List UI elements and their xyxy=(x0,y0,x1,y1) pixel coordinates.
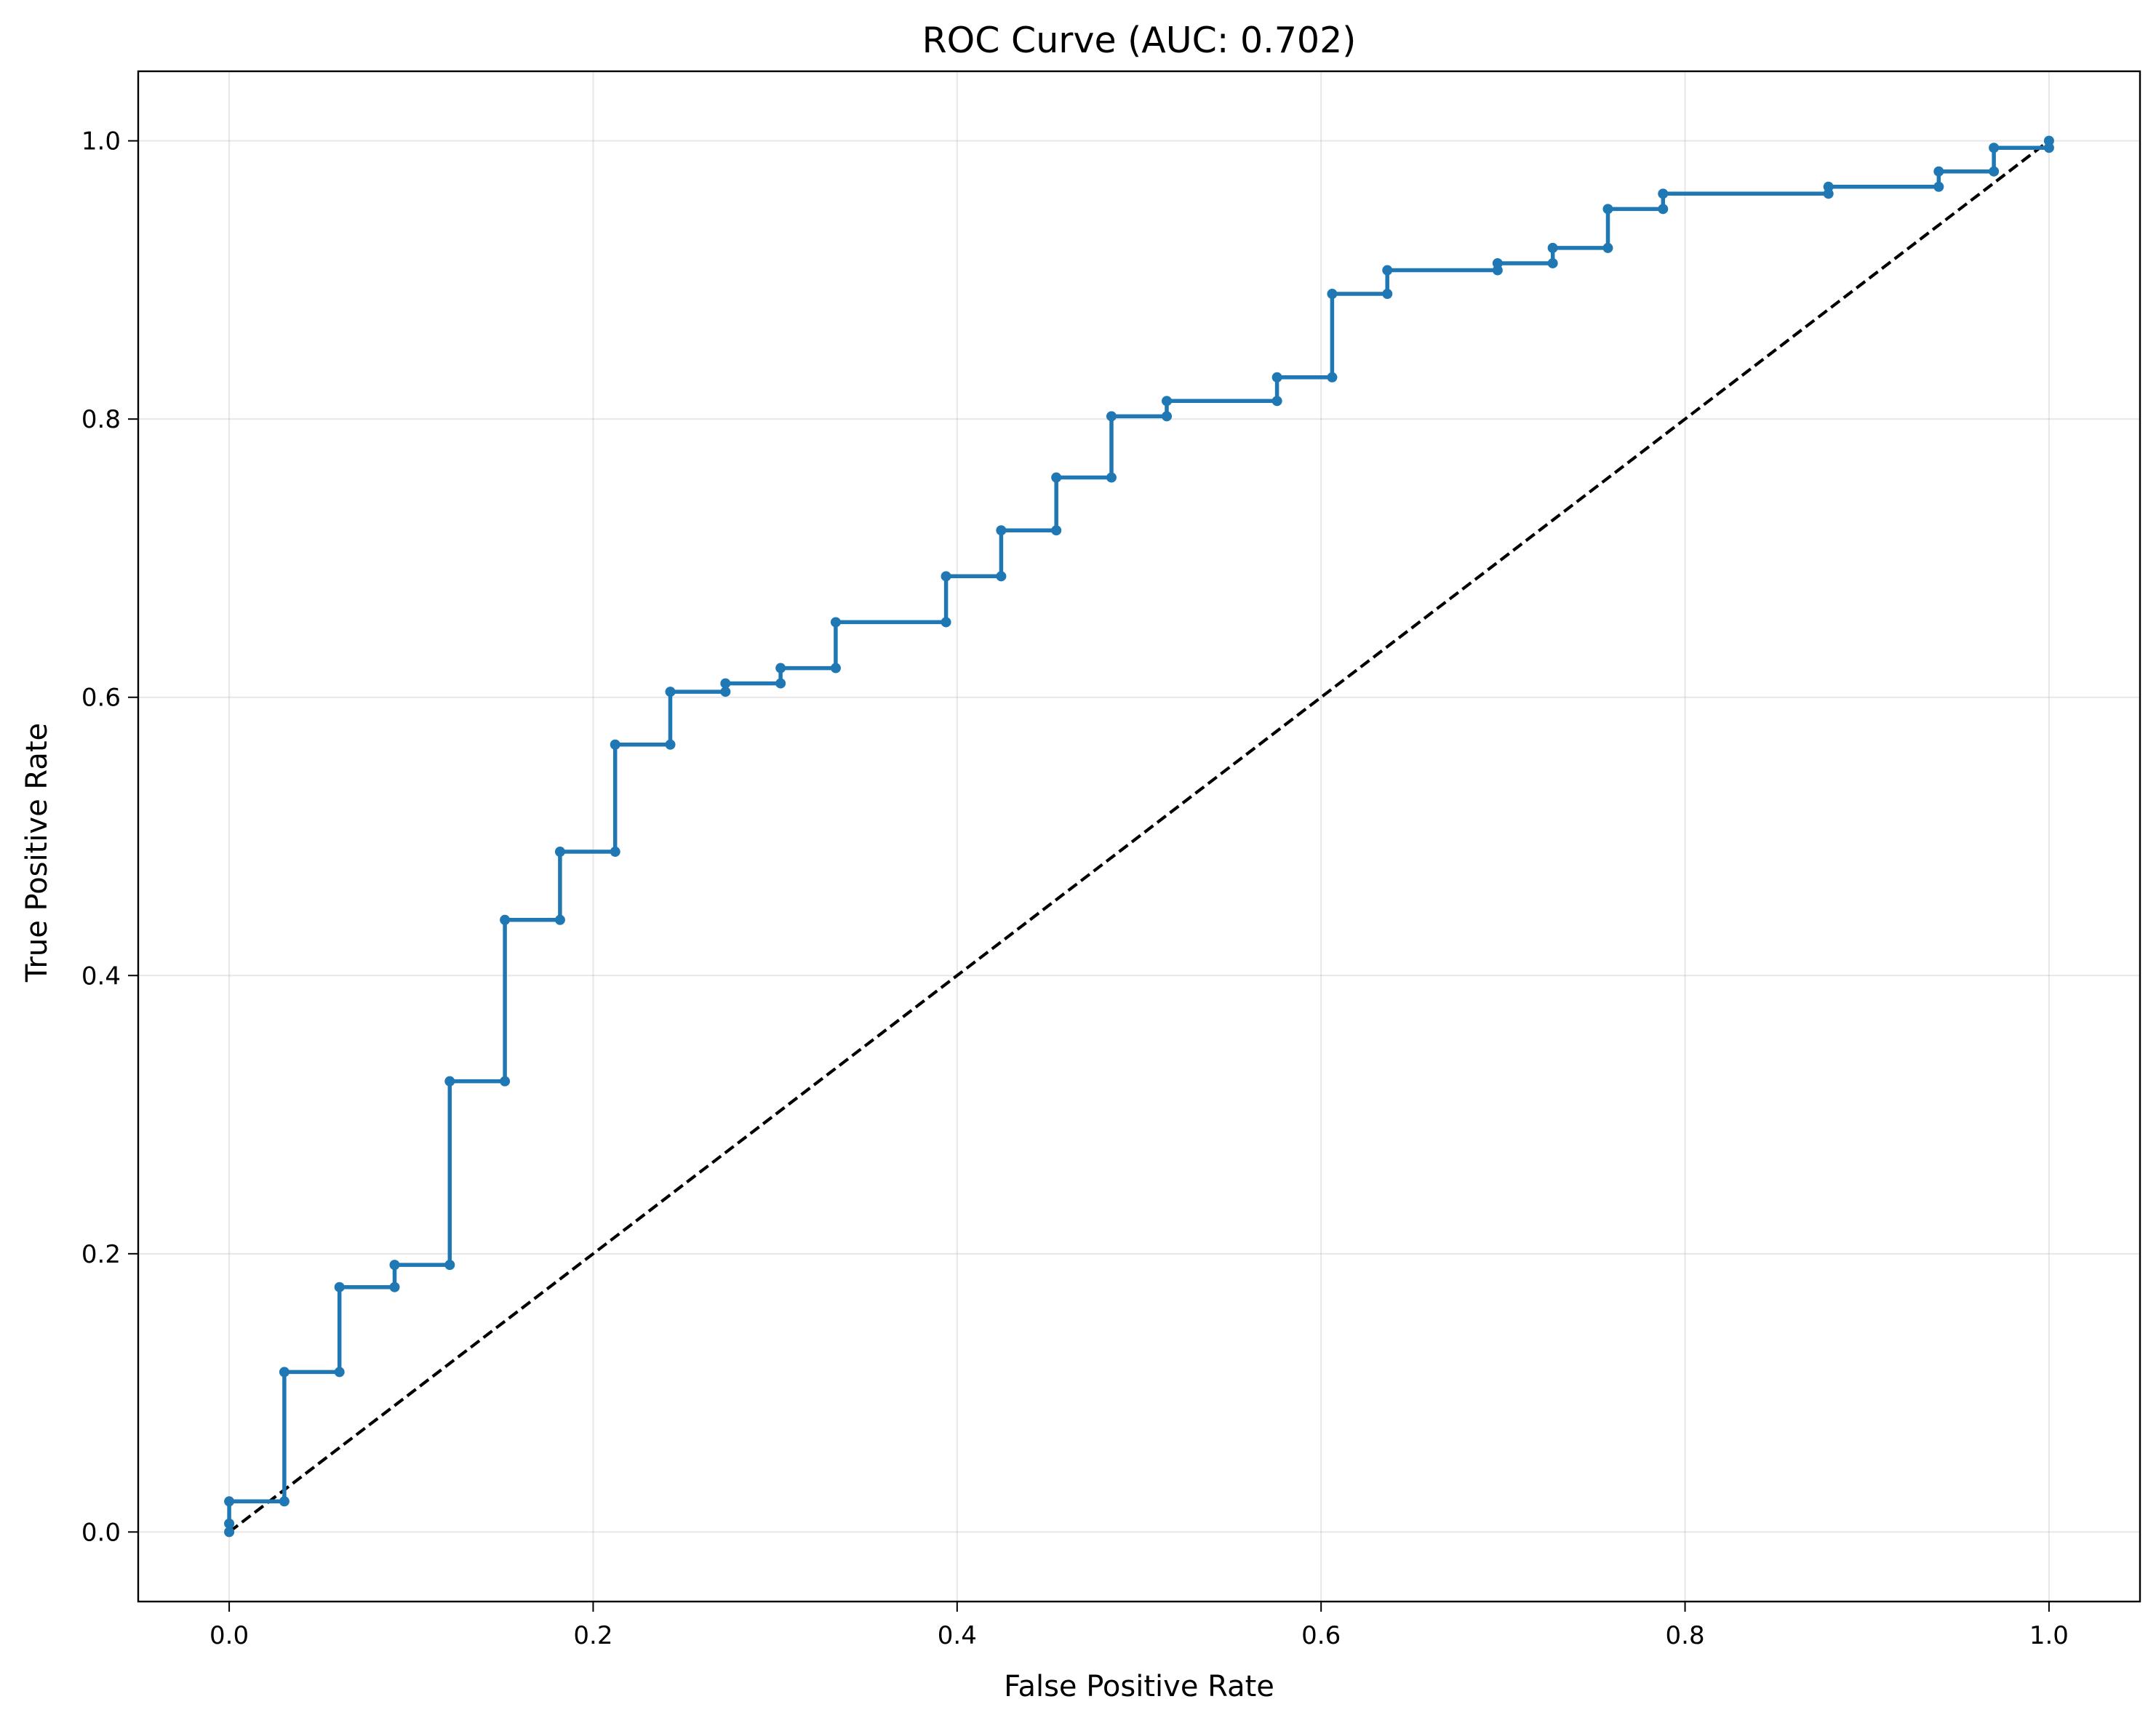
x-tick-label: 0.0 xyxy=(209,1621,249,1650)
x-tick-label: 0.4 xyxy=(938,1621,977,1650)
x-tick-label: 1.0 xyxy=(2029,1621,2069,1650)
grid xyxy=(138,71,2140,1602)
roc-point xyxy=(444,1076,455,1087)
roc-point xyxy=(1823,188,1834,199)
roc-point xyxy=(610,847,620,857)
roc-point xyxy=(1989,143,2000,153)
roc-point xyxy=(334,1367,345,1378)
roc-point xyxy=(1051,472,1062,483)
roc-point xyxy=(610,739,620,750)
roc-point xyxy=(389,1282,400,1292)
roc-markers-layer xyxy=(224,135,2054,1538)
roc-point xyxy=(1327,289,1338,300)
y-tick-label: 0.0 xyxy=(81,1518,121,1547)
roc-point xyxy=(279,1367,290,1378)
roc-point xyxy=(775,678,786,689)
roc-point xyxy=(1327,372,1338,383)
roc-point xyxy=(1492,257,1503,268)
roc-point xyxy=(334,1282,345,1292)
roc-point xyxy=(1382,289,1393,300)
roc-point xyxy=(830,617,841,628)
roc-point xyxy=(1547,242,1558,253)
roc-point xyxy=(500,914,511,925)
y-tick-label: 1.0 xyxy=(81,127,121,156)
roc-point xyxy=(2043,135,2054,146)
roc-point xyxy=(1106,472,1117,483)
x-tick-label: 0.6 xyxy=(1301,1621,1341,1650)
roc-point xyxy=(775,663,786,673)
roc-point xyxy=(1271,372,1282,383)
roc-point xyxy=(720,678,731,689)
roc-point xyxy=(2043,143,2054,153)
roc-point xyxy=(1602,204,1613,215)
y-tick-label: 0.6 xyxy=(81,684,121,713)
chart-title: ROC Curve (AUC: 0.702) xyxy=(922,20,1357,61)
x-tick-label: 0.2 xyxy=(573,1621,612,1650)
roc-point xyxy=(1051,525,1062,536)
roc-point xyxy=(1106,411,1117,422)
roc-point xyxy=(941,571,951,582)
roc-point xyxy=(224,1496,235,1507)
diagonal-reference-layer xyxy=(228,139,2051,1534)
roc-point xyxy=(1382,265,1393,276)
roc-point xyxy=(444,1260,455,1271)
roc-point xyxy=(720,687,731,697)
diagonal-reference-line xyxy=(228,139,2051,1534)
roc-point xyxy=(279,1496,290,1507)
roc-point xyxy=(1989,166,2000,177)
roc-point xyxy=(224,1518,235,1529)
roc-point xyxy=(1933,166,1944,177)
roc-point xyxy=(1271,396,1282,407)
y-tick-label: 0.8 xyxy=(81,405,121,434)
roc-point xyxy=(554,847,565,857)
roc-point xyxy=(1823,181,1834,192)
plot-frame xyxy=(137,70,2141,1603)
roc-point xyxy=(554,914,565,925)
roc-point xyxy=(1162,411,1173,422)
roc-point xyxy=(830,663,841,673)
roc-point xyxy=(1658,204,1669,215)
roc-point xyxy=(1492,265,1503,276)
roc-point xyxy=(500,1076,511,1087)
ticks: 0.0 0.2 0.4 0.6 0.8 1.0 0.0 0.2 0.4 0.6 0.8 1.0 xyxy=(81,127,2069,1650)
y-tick-label: 0.4 xyxy=(81,962,121,991)
roc-point xyxy=(665,739,676,750)
roc-point xyxy=(389,1260,400,1271)
y-tick-label: 0.2 xyxy=(81,1240,121,1269)
x-axis-label: False Positive Rate xyxy=(1004,1670,1274,1703)
roc-point xyxy=(1547,257,1558,268)
roc-point xyxy=(1162,396,1173,407)
roc-point xyxy=(224,1527,235,1538)
x-tick-label: 0.8 xyxy=(1666,1621,1705,1650)
roc-point xyxy=(1933,181,1944,192)
roc-point xyxy=(996,571,1007,582)
roc-point xyxy=(665,687,676,697)
roc-point xyxy=(941,617,951,628)
roc-point xyxy=(1602,242,1613,253)
y-axis-label: True Positive Rate xyxy=(20,723,54,983)
roc-point xyxy=(996,525,1007,536)
roc-point xyxy=(1658,188,1669,199)
